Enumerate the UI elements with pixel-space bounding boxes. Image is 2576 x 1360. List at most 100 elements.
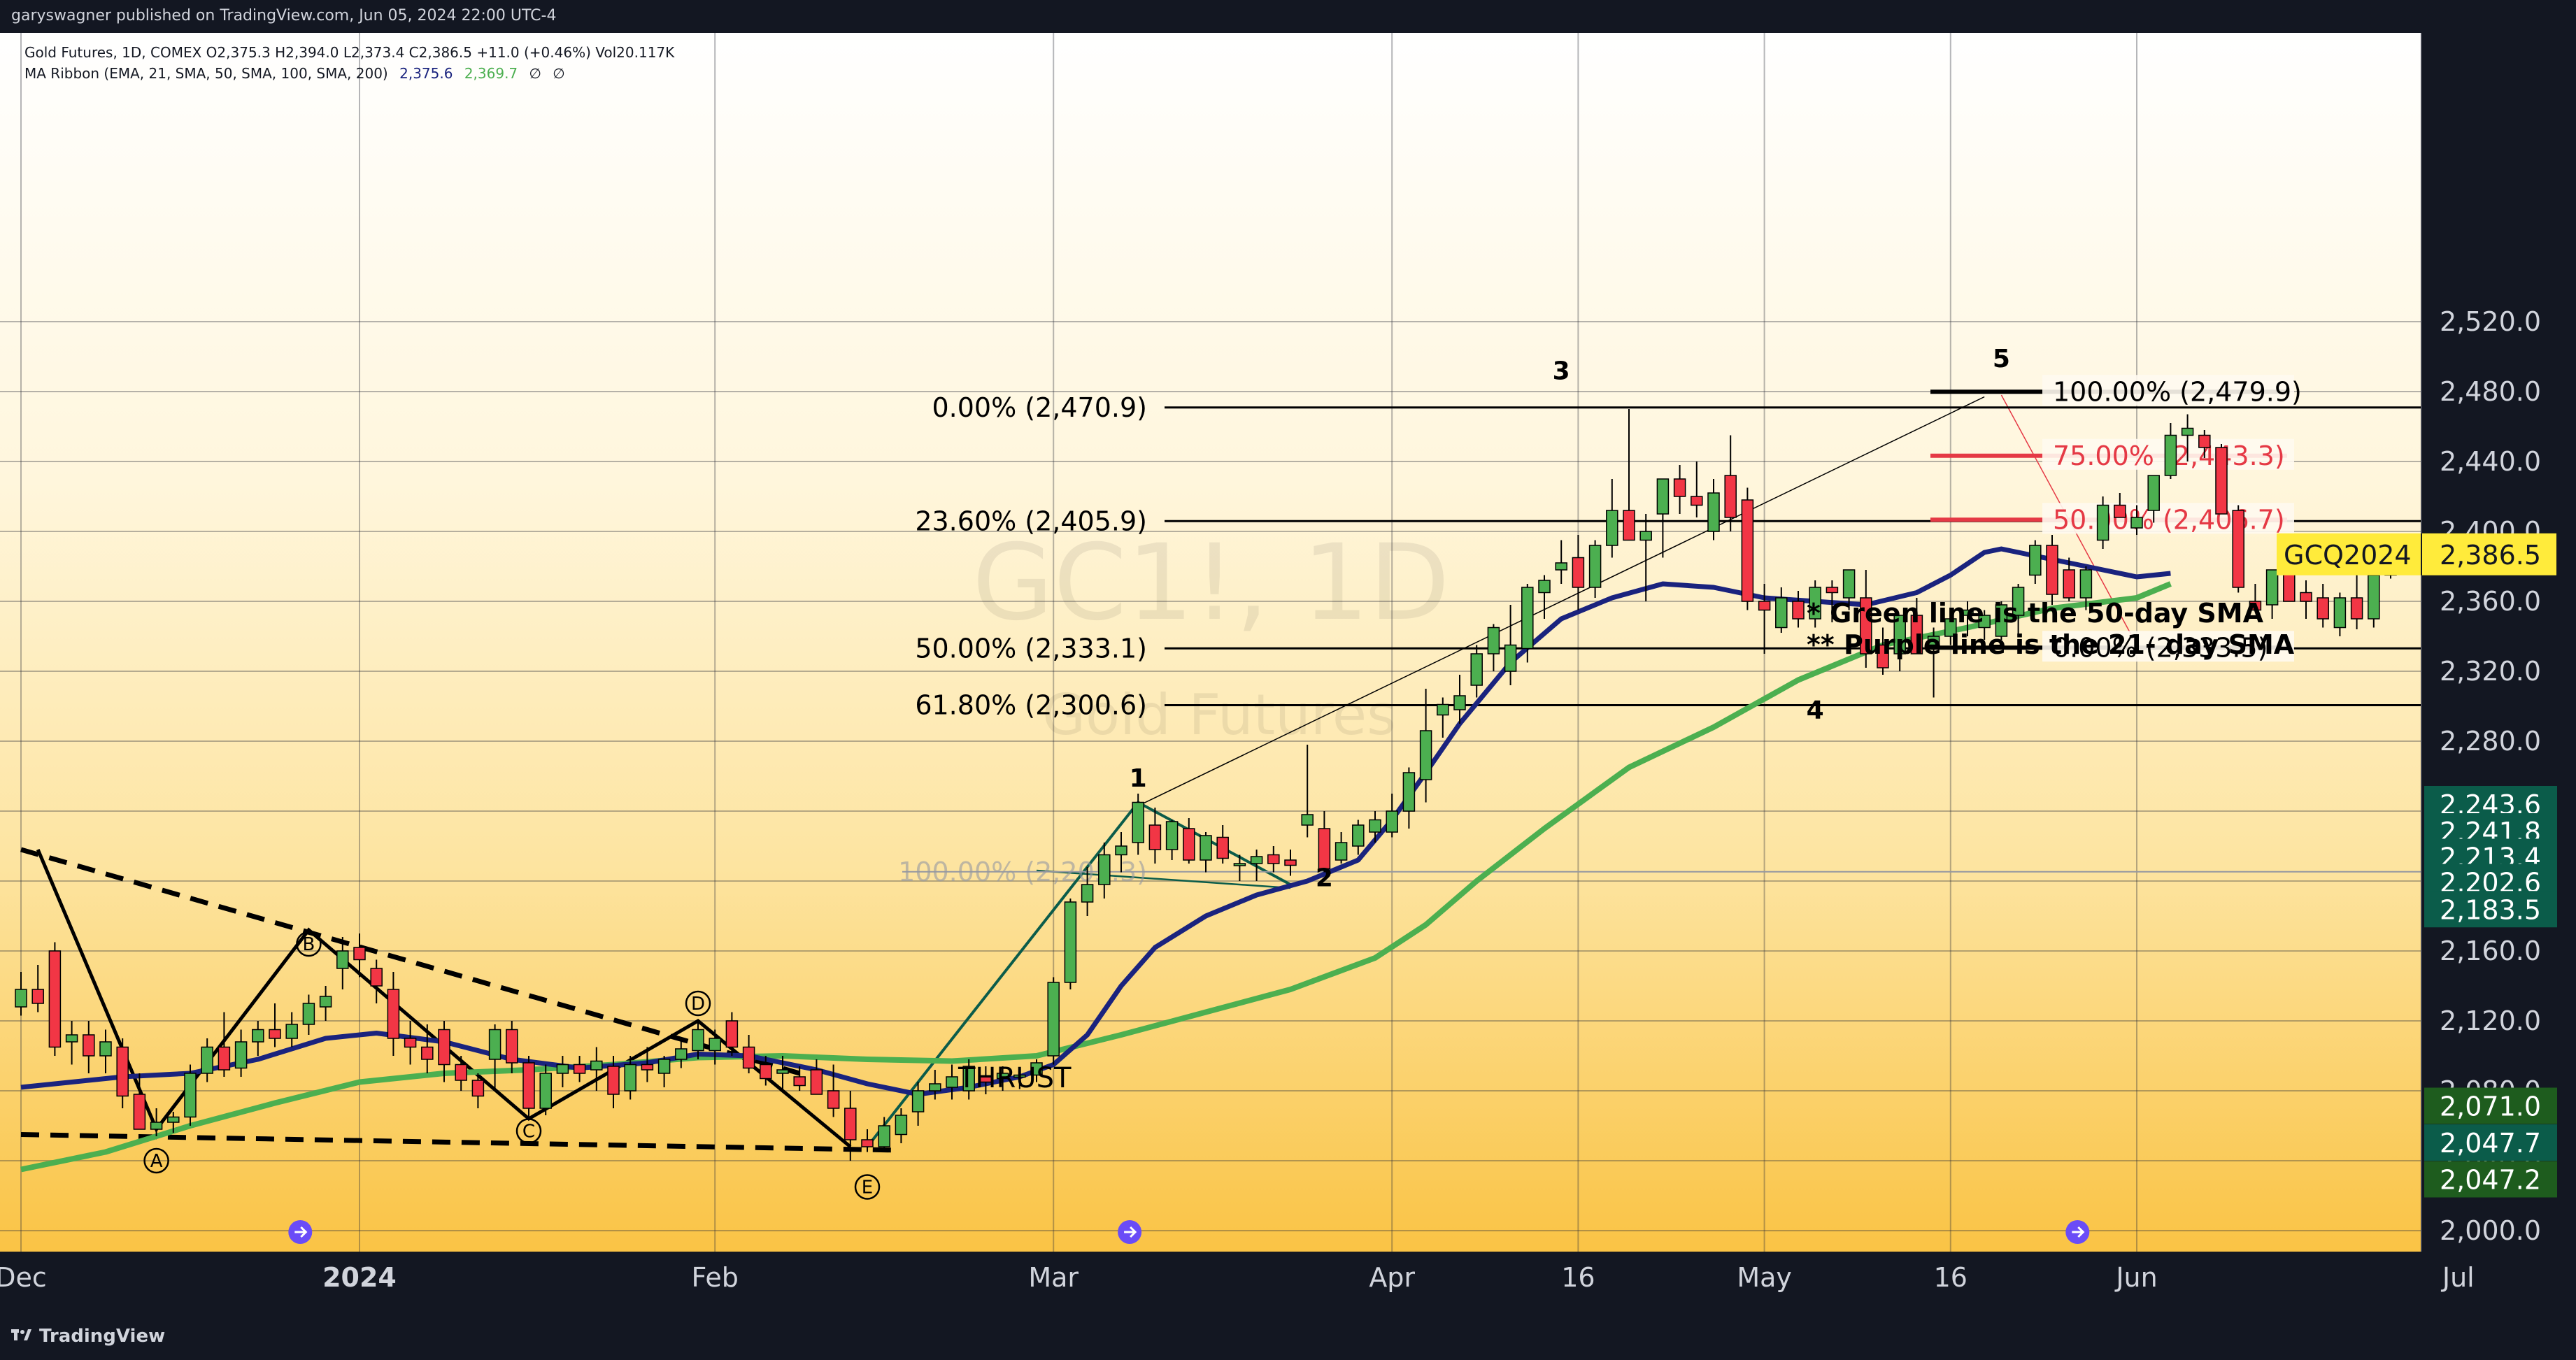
time-tick: Mar xyxy=(1028,1262,1079,1293)
candle-body xyxy=(1555,562,1567,571)
candle-body xyxy=(590,1060,603,1071)
wave-label: 3 xyxy=(1553,357,1570,386)
price-tag-bg xyxy=(2424,1161,2557,1198)
publish-header: garyswagner published on TradingView.com… xyxy=(0,0,2576,33)
candle-body xyxy=(657,1059,671,1074)
candle-body xyxy=(1267,854,1280,864)
candle-body xyxy=(2215,447,2228,515)
candle-body xyxy=(1013,1074,1026,1078)
candle-body xyxy=(438,1029,450,1066)
legend-ma-name: MA Ribbon (EMA, 21, SMA, 50, SMA, 100, S… xyxy=(24,65,388,82)
pattern-point-circle xyxy=(143,1147,169,1174)
candle-body xyxy=(1741,499,1754,602)
candle-body xyxy=(1419,730,1432,780)
candle-body xyxy=(1115,845,1127,856)
candle-body xyxy=(1148,824,1162,850)
price-tag-text: 2,047.2 xyxy=(2440,1165,2541,1196)
fib-extension-label: 0.00% (2,333.5) xyxy=(2053,632,2268,663)
candle-body xyxy=(1707,492,1720,532)
price-tick: 2,440.0 xyxy=(2440,446,2541,477)
candle-body xyxy=(2198,434,2211,448)
candle-body xyxy=(319,996,332,1008)
thrust-label: THRUST xyxy=(958,1062,1072,1094)
candle-body xyxy=(1047,982,1060,1057)
watermark-name: Gold Futures xyxy=(1042,682,1396,747)
candle-body xyxy=(1758,601,1771,611)
wave-label: 4 xyxy=(1807,696,1824,725)
pattern-point-circle xyxy=(515,1118,542,1144)
candle-body xyxy=(1030,1062,1043,1076)
candle-body xyxy=(1165,821,1179,850)
legend-ma50-value: 2,369.7 xyxy=(464,65,518,82)
price-tick: 2,520.0 xyxy=(2440,306,2541,337)
triangle-upper-trendline xyxy=(20,847,801,1076)
candle-body xyxy=(455,1064,467,1081)
price-tag-text: 2,071.0 xyxy=(2440,1091,2541,1122)
fib-extension-label-bg xyxy=(2042,503,2294,534)
chart-legend: Gold Futures, 1D, COMEX O2,375.3 H2,394.… xyxy=(24,44,675,82)
time-tick: Jul xyxy=(2441,1262,2475,1293)
pattern-point-label: D xyxy=(691,994,705,1015)
candle-body xyxy=(1606,510,1618,546)
candle-body xyxy=(878,1125,890,1147)
fibonacci-levels: 0.00% (2,470.9) 23.60% (2,405.9) 50.00% (2… xyxy=(898,375,2421,887)
tradingview-brand[interactable]: TradingView xyxy=(11,1326,165,1347)
candle-body xyxy=(556,1064,569,1074)
pattern-point-label: B xyxy=(302,934,315,955)
candle-body xyxy=(1842,569,1856,599)
candle-body xyxy=(116,1046,129,1097)
abcde-zigzag xyxy=(36,849,852,1148)
candle-body xyxy=(1538,580,1551,594)
price-tick: 2,280.0 xyxy=(2440,726,2541,757)
candle-body xyxy=(2130,517,2143,529)
candle-body xyxy=(83,1034,95,1057)
candle-body xyxy=(506,1029,518,1064)
fib-extension-label-bg xyxy=(2042,375,2294,406)
candle-body xyxy=(1588,545,1602,588)
candle-body xyxy=(2063,569,2075,599)
candle-body xyxy=(979,1076,992,1083)
time-tick: Apr xyxy=(1369,1262,1415,1293)
ma21-line xyxy=(20,546,2171,1097)
candle-body xyxy=(1352,824,1365,847)
candles xyxy=(15,409,2397,1161)
candle-body xyxy=(962,1066,975,1091)
time-axis-background[interactable] xyxy=(0,1252,2421,1315)
tradingview-footer: TradingView xyxy=(0,1315,2576,1360)
candle-body xyxy=(1200,835,1212,861)
candle-body xyxy=(1183,828,1195,861)
candle-body xyxy=(404,1038,417,1048)
candle-body xyxy=(1944,618,1957,637)
candle-body xyxy=(1437,703,1449,716)
price-tags: 2,243.62,241.82,213.42,202.62,183.52,071… xyxy=(2277,533,2557,1198)
fib-level-label: 61.80% (2,300.6) xyxy=(915,690,1147,721)
candle-body xyxy=(421,1046,434,1060)
pattern-point-label: A xyxy=(150,1151,163,1172)
fib-level-label: 23.60% (2,405.9) xyxy=(915,506,1147,536)
candle-body xyxy=(641,1064,654,1071)
candle-body xyxy=(911,1090,925,1112)
time-axis[interactable]: Dec 2024 Feb Mar Apr 16 May 16 Jun Jul xyxy=(0,1262,2475,1293)
fib-extension-label-bg xyxy=(2042,631,2294,662)
candle-body xyxy=(2368,574,2380,620)
ma50-line xyxy=(20,581,2172,1173)
candle-body xyxy=(742,1046,755,1069)
candle-body xyxy=(302,1003,315,1025)
event-markers[interactable] xyxy=(288,1220,2090,1244)
wave-labels: 1 2 3 4 5 A B C D E xyxy=(143,345,2010,1200)
price-tag-bg xyxy=(2424,1124,2557,1161)
pattern-point-circle xyxy=(296,931,322,957)
price-chart[interactable]: GC1!, 1D Gold Futures 0.00% (2,470.9) 23.… xyxy=(0,33,2576,1315)
candle-body xyxy=(1453,695,1466,710)
candle-body xyxy=(793,1076,806,1087)
legend-ma21-value: 2,375.6 xyxy=(399,65,453,82)
price-tick: 2,320.0 xyxy=(2440,656,2541,687)
candle-body xyxy=(1978,615,1991,629)
candle-body xyxy=(387,989,400,1039)
note-purple-line: ** Purple line is the 21- day SMA xyxy=(1807,629,2295,660)
candle-body xyxy=(1572,557,1585,588)
candle-body xyxy=(285,1024,298,1039)
candle-body xyxy=(2181,427,2194,436)
candle-body xyxy=(370,968,383,987)
candle-body xyxy=(99,1041,112,1057)
